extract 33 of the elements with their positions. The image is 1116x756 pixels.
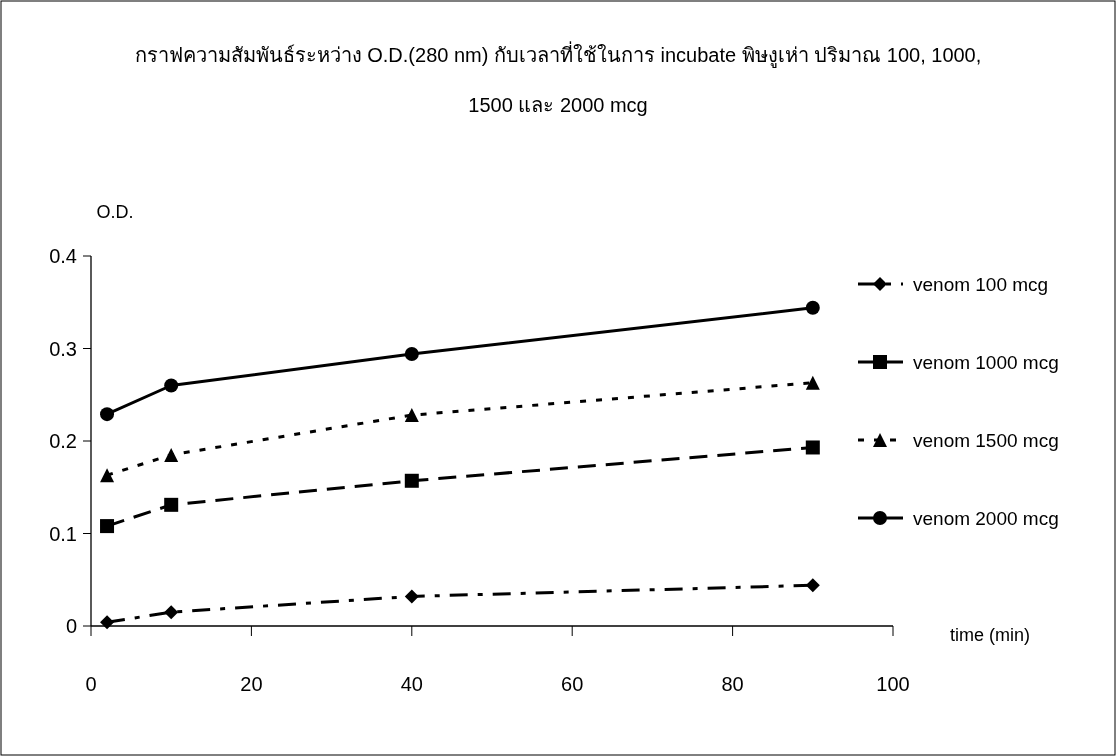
x-axis-title: time (min) xyxy=(950,625,1030,645)
y-tick-label: 0.4 xyxy=(49,245,77,267)
x-tick-label: 80 xyxy=(721,673,744,695)
x-tick-label: 100 xyxy=(876,673,910,695)
x-tick-label: 40 xyxy=(400,673,423,695)
point xyxy=(164,447,179,462)
point xyxy=(404,347,419,362)
point xyxy=(100,468,115,483)
point xyxy=(100,407,115,422)
point xyxy=(164,378,179,393)
y-axis-title: O.D. xyxy=(96,202,134,222)
point xyxy=(805,375,820,390)
legend-label: venom 100 mcg xyxy=(913,274,1049,295)
point xyxy=(164,605,179,620)
point xyxy=(805,300,820,315)
y-tick-label: 0.3 xyxy=(49,337,77,360)
legend-label: venom 1000 mcg xyxy=(913,352,1059,373)
point xyxy=(164,497,179,512)
x-tick-label: 60 xyxy=(561,673,584,695)
legend-label: venom 2000 mcg xyxy=(913,508,1059,529)
point xyxy=(404,408,419,423)
x-tick-label: 0 xyxy=(85,673,97,695)
point xyxy=(100,519,115,534)
point xyxy=(805,440,820,455)
point xyxy=(100,615,115,630)
y-tick-label: 0.1 xyxy=(49,522,77,545)
point xyxy=(805,578,820,593)
point xyxy=(404,473,419,488)
y-tick-label: 0.2 xyxy=(49,430,77,452)
y-tick-label: 0 xyxy=(65,615,77,637)
x-tick-label: 20 xyxy=(240,673,263,695)
legend-label: venom 1500 mcg xyxy=(913,430,1059,451)
point xyxy=(404,589,419,604)
